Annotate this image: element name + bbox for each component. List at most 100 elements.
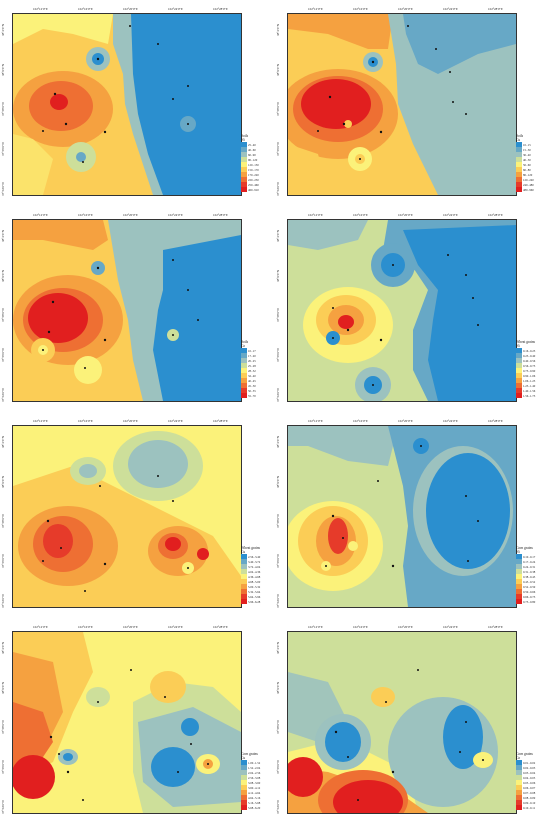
legend-entry: 4.36−4.68 xyxy=(241,574,273,579)
x-tick: 102°16′0″E xyxy=(353,419,368,423)
y-tick: 37°54′0″N xyxy=(276,594,280,608)
x-tick: 102°24′0″E xyxy=(443,419,458,423)
interpolation-surface xyxy=(13,14,241,195)
legend-entry: 10−15 xyxy=(516,142,548,147)
x-tick: 102°12′0″E xyxy=(308,625,323,629)
x-tick: 102°16′0″E xyxy=(353,213,368,217)
x-tick: 102°20′0″E xyxy=(398,625,413,629)
x-tick: 102°16′0″E xyxy=(78,7,93,11)
legend-entry: 1.52−2.04 xyxy=(241,765,273,770)
legend-entry: 60−90 xyxy=(241,152,273,157)
legend-entry: 5.16−5.68 xyxy=(241,800,273,805)
legend-entry: 240−480 xyxy=(516,182,548,187)
legend-label: 25−28 xyxy=(248,363,256,368)
legend-entry: 0.10−0.11 xyxy=(516,805,548,810)
legend-label: 0.31−0.38 xyxy=(523,569,536,574)
legend-swatch xyxy=(241,363,247,368)
map-panel-corn-co: 102°12′0″E 102°16′0″E 102°20′0″E 102°24′… xyxy=(275,618,550,824)
legend-label: 4.64−5.16 xyxy=(248,795,261,800)
legend-swatch xyxy=(516,765,522,770)
legend-entry: 0.16−0.23 xyxy=(516,348,548,353)
legend-swatch xyxy=(241,554,247,559)
legend-swatch xyxy=(516,775,522,780)
legend-swatch xyxy=(516,378,522,383)
legend-label: 0.16−0.23 xyxy=(523,348,536,353)
legend-swatch xyxy=(241,157,247,162)
y-tick: 38°0′0″N xyxy=(1,270,5,282)
legend-entry: 150−170 xyxy=(241,167,273,172)
legend-swatch xyxy=(516,142,522,147)
x-tick: 102°12′0″E xyxy=(308,419,323,423)
legend-label: 3.08−3.60 xyxy=(248,780,261,785)
legend-label: 460−910 xyxy=(248,187,259,192)
legend-title: Wheat grains xyxy=(516,340,536,344)
legend-entry: 5.68−6.20 xyxy=(241,805,273,810)
y-tick: 37°56′0″N xyxy=(1,554,5,568)
legend-entry: 0.73−0.90 xyxy=(516,368,548,373)
legend-entry: 0.23−0.40 xyxy=(516,353,548,358)
legend-swatch xyxy=(516,373,522,378)
legend-label: 0.56−0.73 xyxy=(523,363,536,368)
legend-entry: 0.31−0.38 xyxy=(516,569,548,574)
legend-swatch xyxy=(516,800,522,805)
legend-title: Cu xyxy=(241,756,246,760)
legend-swatch xyxy=(516,157,522,162)
legend-swatch xyxy=(516,569,522,574)
legend-swatch xyxy=(516,147,522,152)
legend-title: Ni xyxy=(516,344,520,348)
y-tick: 37°58′0″N xyxy=(1,308,5,322)
legend-entry: 0.38−0.45 xyxy=(516,574,548,579)
legend-swatch xyxy=(241,373,247,378)
y-tick: 37°54′0″N xyxy=(1,594,5,608)
legend-swatch xyxy=(516,790,522,795)
map-panel-corn-ni: 102°12′0″E 102°16′0″E 102°20′0″E 102°24′… xyxy=(275,412,550,618)
legend-label: 1.52−2.04 xyxy=(248,765,261,770)
legend-entry: 0.09−0.10 xyxy=(516,800,548,805)
x-tick: 102°12′0″E xyxy=(308,7,323,11)
x-tick: 102°20′0″E xyxy=(123,213,138,217)
legend-swatch xyxy=(516,770,522,775)
legend-entry: 0.17−0.24 xyxy=(516,559,548,564)
legend-title: Corn grains xyxy=(516,546,533,550)
legend-swatch xyxy=(516,795,522,800)
x-tick: 102°16′0″E xyxy=(353,7,368,11)
legend-entry: 5.00−5.32 xyxy=(241,584,273,589)
x-tick: 102°24′0″E xyxy=(443,625,458,629)
legend-entry: 2.56−3.40 xyxy=(241,554,273,559)
y-tick: 37°56′0″N xyxy=(1,142,5,156)
legend-label: 3.40−3.72 xyxy=(248,559,261,564)
x-tick: 102°24′0″E xyxy=(443,7,458,11)
legend-label: 2.04−2.56 xyxy=(248,770,261,775)
legend-swatch xyxy=(516,167,522,172)
y-tick: 38°2′0″N xyxy=(1,642,5,654)
legend-swatch xyxy=(516,594,522,599)
legend-swatch xyxy=(241,785,247,790)
legend-swatch xyxy=(241,569,247,574)
legend-label: 0.04−0.05 xyxy=(523,775,536,780)
y-tick: 38°0′0″N xyxy=(276,682,280,694)
x-tick: 102°24′0″E xyxy=(168,625,183,629)
legend-swatch xyxy=(516,388,522,393)
legend-entry: 3.08−3.60 xyxy=(241,780,273,785)
legend-label: 15−30 xyxy=(523,147,531,152)
legend-label: 5.96−6.28 xyxy=(248,599,261,604)
interpolation-surface xyxy=(288,220,516,401)
legend-entry: 4.12−4.64 xyxy=(241,790,273,795)
y-tick: 37°58′0″N xyxy=(276,102,280,116)
legend-label: 4.68−5.00 xyxy=(248,579,261,584)
legend-entry: 40−50 xyxy=(516,157,548,162)
legend-label: 150−170 xyxy=(248,167,259,172)
legend-label: 60−80 xyxy=(523,167,531,172)
legend-label: 90−120 xyxy=(248,157,258,162)
legend-label: 3.72−4.04 xyxy=(248,564,261,569)
legend-entry: 0.45−0.52 xyxy=(516,579,548,584)
map-frame xyxy=(287,631,517,814)
legend-title: Co xyxy=(516,756,521,760)
y-tick: 38°0′0″N xyxy=(276,64,280,76)
legend-swatch xyxy=(516,363,522,368)
legend-label: 0.17−0.24 xyxy=(523,559,536,564)
legend-swatch xyxy=(241,142,247,147)
legend-swatch xyxy=(516,584,522,589)
legend-swatch xyxy=(516,182,522,187)
map-frame xyxy=(12,13,242,196)
